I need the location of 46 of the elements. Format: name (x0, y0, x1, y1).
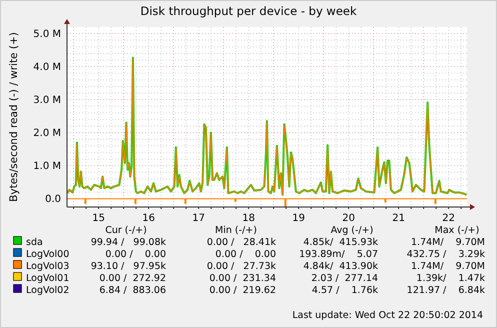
x-tick-label: 17 (192, 213, 205, 224)
text: 99.94 / 99.08k (90, 237, 166, 248)
text: 0.00 / 272.92 (99, 273, 166, 284)
text: 0.00 / 27.73k (206, 261, 276, 272)
text: 1.74M/ 9.70M (411, 237, 485, 248)
text: 193.89m/ 5.07 (299, 249, 378, 260)
y-tick-label: 0.0 (45, 194, 61, 206)
y-tick-label: 4.0 M (33, 62, 61, 74)
text: Cur (-/+) (105, 225, 147, 236)
text: 0.00 / 231.34 (209, 273, 276, 284)
legend-label: LogVol01 (26, 273, 70, 284)
text: 1.39k/ 1.47k (416, 273, 486, 284)
text: 4.85k/ 415.93k (303, 237, 378, 248)
text: Min (-/+) (215, 225, 257, 236)
legend-label: LogVol03 (26, 261, 70, 272)
text: 432.75 / 3.29k (406, 249, 486, 260)
x-tick-label: 22 (442, 213, 455, 224)
legend-label: LogVol02 (26, 285, 70, 296)
text: Max (-/+) (434, 225, 480, 236)
x-tick-label: 19 (292, 213, 305, 224)
y-tick-label: 3.0 M (33, 95, 61, 106)
x-tick-label: 18 (242, 213, 255, 224)
x-tick-label: 20 (342, 213, 355, 224)
text: 4.57 / 1.76k (312, 285, 378, 296)
y-tick-label: 1.0 M (33, 161, 61, 172)
legend-label: sda (26, 237, 43, 248)
text: 1.74M/ 9.70M (411, 261, 485, 272)
text: 2.03 / 277.14 (311, 273, 378, 284)
text: 0.00 / 0.00 (215, 249, 276, 260)
legend-label: LogVol00 (26, 249, 70, 260)
text: 0.00 / 219.62 (209, 285, 276, 296)
text: Avg (-/+) (330, 225, 374, 236)
text: 93.10 / 97.95k (90, 261, 166, 272)
y-tick-label: 5.0 M (33, 29, 61, 40)
text: 0.00 / 28.41k (206, 237, 276, 248)
text: Last update: Wed Oct 22 20:50:02 2014 (292, 310, 483, 321)
y-tick-label: 2.0 M (33, 128, 61, 140)
text: 6.84 / 883.06 (99, 285, 166, 296)
y-axis-title: Bytes/second read (-) / write (+) (8, 32, 20, 202)
text: 121.97 / 6.84k (406, 285, 486, 296)
x-tick-label: 15 (92, 213, 105, 224)
text: 0.00 / 0.00 (105, 249, 166, 260)
chart-title: Disk throughput per device - by week (140, 4, 357, 18)
x-tick-label: 21 (392, 213, 405, 224)
text: 4.84k/ 413.90k (303, 261, 378, 272)
x-tick-label: 16 (142, 213, 155, 224)
